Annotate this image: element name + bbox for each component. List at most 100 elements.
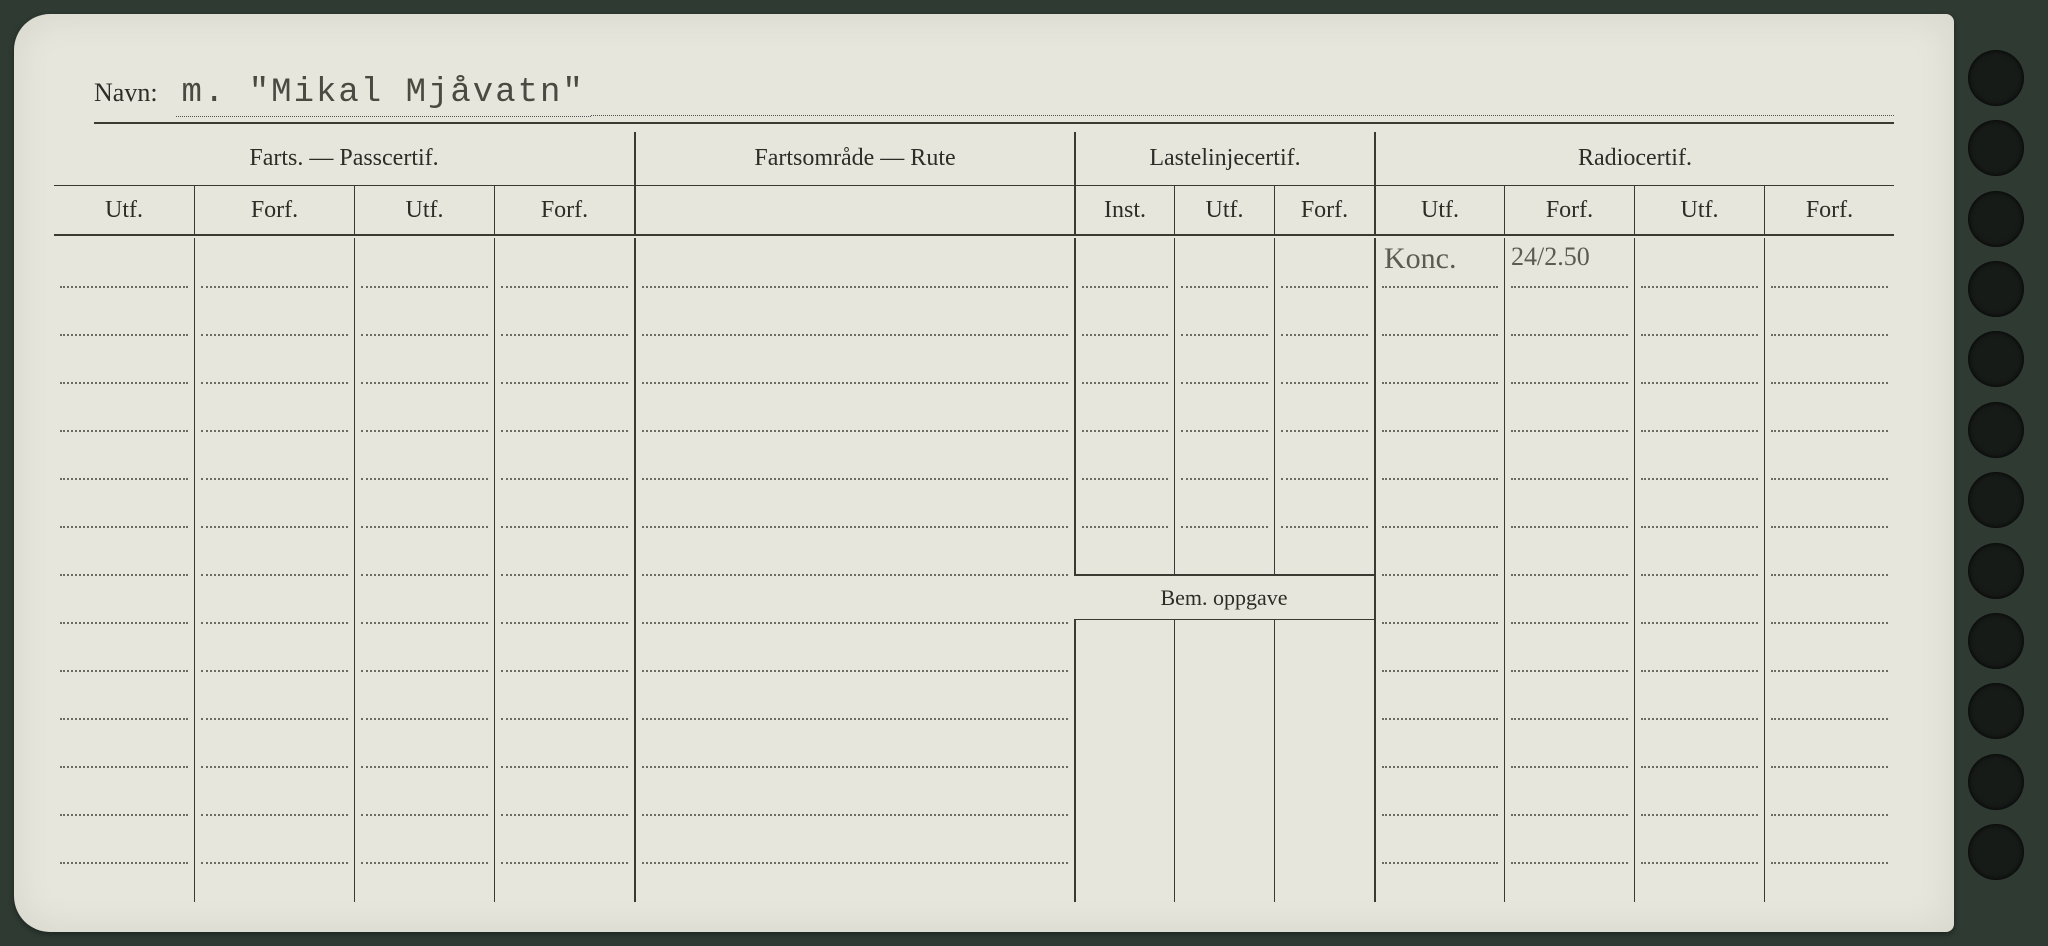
- dotted-row: [501, 382, 628, 384]
- dotted-row: [1382, 862, 1498, 864]
- sub-farts-utf1: Utf.: [54, 186, 194, 234]
- dotted-row: [1771, 526, 1888, 528]
- dotted-row: [1382, 526, 1498, 528]
- dotted-row: [1382, 574, 1498, 576]
- sub-radio-forf1: Forf.: [1504, 186, 1634, 234]
- dotted-row: [361, 478, 488, 480]
- bodycol-farts-forf1: [194, 238, 354, 902]
- dotted-row: [1382, 670, 1498, 672]
- dotted-row: [1771, 334, 1888, 336]
- dotted-row: [1382, 286, 1498, 288]
- dotted-row: [361, 718, 488, 720]
- dotted-row: [361, 766, 488, 768]
- rows: [636, 238, 1074, 902]
- binder-hole: [1968, 824, 2024, 880]
- group-header-row: Farts. — Passcertif. Fartsområde — Rute …: [54, 132, 1894, 186]
- bodycol-radio-utf1: Konc.: [1374, 238, 1504, 902]
- binder-hole: [1968, 472, 2024, 528]
- dotted-row: [642, 670, 1068, 672]
- dotted-row: [201, 718, 348, 720]
- bem-oppgave-header: Bem. oppgave: [1074, 574, 1374, 620]
- dotted-row: [60, 382, 188, 384]
- bodycol-radio-forf1: 24/2.50: [1504, 238, 1634, 902]
- group-radio: Radiocertif.: [1374, 132, 1894, 186]
- body-grid: Bem. oppgave Konc. 24/2.50: [54, 238, 1894, 902]
- group-laste: Lastelinjecertif.: [1074, 132, 1374, 186]
- bodycol-farts-utf2: [354, 238, 494, 902]
- dotted-row: [642, 430, 1068, 432]
- dotted-row: [501, 430, 628, 432]
- radio-utf1-entry: Konc.: [1384, 242, 1456, 276]
- dotted-row: [1771, 478, 1888, 480]
- dotted-row: [642, 574, 1068, 576]
- binder-hole: [1968, 331, 2024, 387]
- dotted-row: [361, 670, 488, 672]
- dotted-row: [1511, 718, 1628, 720]
- dotted-row: [1641, 430, 1758, 432]
- bodycol-farts-utf1: [54, 238, 194, 902]
- dotted-row: [60, 814, 188, 816]
- binder-hole: [1968, 402, 2024, 458]
- dotted-row: [642, 622, 1068, 624]
- sub-farts-utf2: Utf.: [354, 186, 494, 234]
- rows: [1635, 238, 1764, 902]
- dotted-row: [1641, 574, 1758, 576]
- dotted-row: [1511, 574, 1628, 576]
- dotted-row: [361, 286, 488, 288]
- navn-value: m. "Mikal Mjåvatn": [176, 74, 591, 117]
- dotted-row: [201, 574, 348, 576]
- dotted-row: [361, 862, 488, 864]
- dotted-row: [201, 382, 348, 384]
- navn-dotted-line: [591, 115, 1894, 116]
- dotted-row: [201, 862, 348, 864]
- dotted-row: [1771, 574, 1888, 576]
- dotted-row: [1771, 286, 1888, 288]
- dotted-row: [1771, 862, 1888, 864]
- binder-hole: [1968, 683, 2024, 739]
- dotted-row: [501, 334, 628, 336]
- dotted-row: [1511, 622, 1628, 624]
- dotted-row: [1641, 814, 1758, 816]
- dotted-row: [1511, 814, 1628, 816]
- dotted-row: [642, 334, 1068, 336]
- dotted-row: [1511, 862, 1628, 864]
- dotted-row: [1771, 766, 1888, 768]
- dotted-row: [1771, 718, 1888, 720]
- binder-hole: [1968, 191, 2024, 247]
- dotted-row: [1511, 670, 1628, 672]
- dotted-row: [1511, 382, 1628, 384]
- dotted-row: [60, 670, 188, 672]
- rows: [1765, 238, 1894, 902]
- dotted-row: [1382, 382, 1498, 384]
- bodycol-farts-forf2: [494, 238, 634, 902]
- dotted-row: [1382, 814, 1498, 816]
- dotted-row: [1641, 670, 1758, 672]
- dotted-row: [1641, 382, 1758, 384]
- dotted-row: [201, 478, 348, 480]
- dotted-row: [1771, 430, 1888, 432]
- dotted-row: [201, 526, 348, 528]
- binder-hole: [1968, 613, 2024, 669]
- dotted-row: [501, 478, 628, 480]
- navn-label: Navn:: [94, 78, 158, 114]
- dotted-row: [60, 862, 188, 864]
- dotted-row: [501, 862, 628, 864]
- navn-row: Navn: m. "Mikal Mjåvatn": [94, 74, 1894, 124]
- dotted-row: [1511, 286, 1628, 288]
- dotted-row: [60, 334, 188, 336]
- rows: [54, 238, 194, 902]
- dotted-row: [501, 622, 628, 624]
- dotted-row: [1641, 862, 1758, 864]
- sub-laste-utf: Utf.: [1174, 186, 1274, 234]
- sub-radio-forf2: Forf.: [1764, 186, 1894, 234]
- bodycol-radio-utf2: [1634, 238, 1764, 902]
- dotted-row: [361, 526, 488, 528]
- dotted-row: [1511, 526, 1628, 528]
- dotted-row: [1641, 526, 1758, 528]
- dotted-row: [501, 766, 628, 768]
- dotted-row: [642, 382, 1068, 384]
- radio-forf1-entry: 24/2.50: [1511, 242, 1590, 272]
- dotted-row: [201, 670, 348, 672]
- dotted-row: [642, 766, 1068, 768]
- dotted-row: [60, 430, 188, 432]
